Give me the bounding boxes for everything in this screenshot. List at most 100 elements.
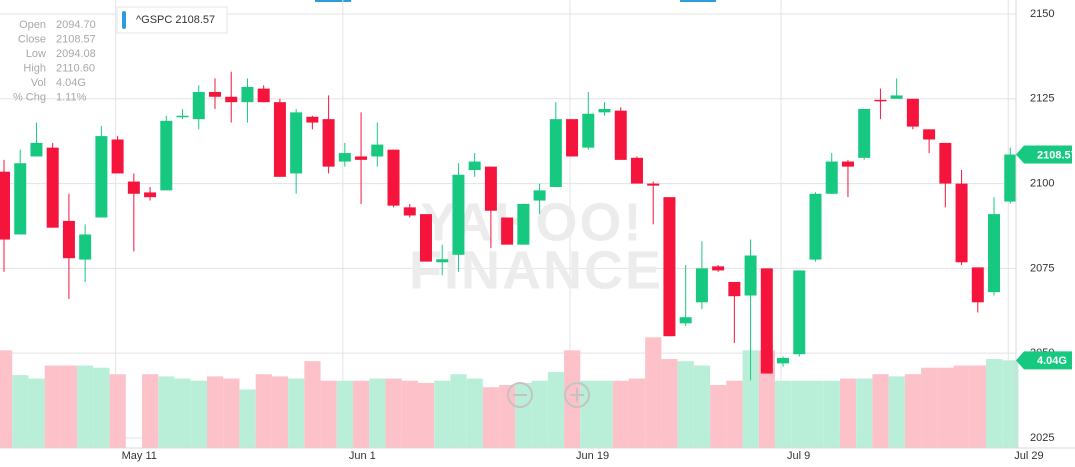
volume-bar bbox=[93, 367, 110, 448]
volume-bar bbox=[580, 380, 597, 448]
tab-indicator bbox=[680, 0, 716, 2]
candle-body bbox=[322, 119, 335, 167]
candle-body bbox=[955, 183, 968, 263]
volume-bar bbox=[12, 375, 29, 448]
volume-bar bbox=[775, 380, 792, 448]
volume-bar bbox=[271, 376, 289, 448]
candle-body bbox=[517, 203, 530, 245]
y-tick-label: 2100 bbox=[1030, 177, 1054, 189]
candle-body bbox=[257, 88, 270, 103]
volume-bar bbox=[823, 380, 840, 448]
candle-body bbox=[695, 268, 708, 303]
legend[interactable]: ^GSPC 2108.57 bbox=[116, 6, 228, 34]
volume-bar bbox=[304, 361, 321, 448]
volume-bar bbox=[223, 378, 240, 448]
candle-body bbox=[874, 99, 887, 102]
info-value: 2108.57 bbox=[56, 33, 96, 45]
volume-bar bbox=[807, 380, 824, 448]
candle-body bbox=[923, 129, 936, 140]
watermark: FINANCE bbox=[409, 240, 663, 300]
info-label: Low bbox=[26, 48, 46, 60]
candle-body bbox=[663, 197, 676, 337]
volume-bar bbox=[417, 382, 435, 448]
volume-bar bbox=[628, 378, 646, 448]
candle-body bbox=[290, 112, 303, 174]
candle-body bbox=[111, 139, 124, 174]
x-tick-label: May 11 bbox=[122, 450, 157, 462]
candle-body bbox=[0, 171, 10, 240]
legend-text: ^GSPC 2108.57 bbox=[136, 14, 215, 26]
volume-bar bbox=[44, 365, 61, 448]
tab-indicator bbox=[315, 0, 351, 2]
info-value: 1.11% bbox=[56, 91, 87, 103]
info-value: 2094.08 bbox=[56, 48, 96, 60]
volume-bars bbox=[0, 337, 1019, 448]
x-tick-label: Jun 19 bbox=[576, 450, 609, 462]
candle-body bbox=[273, 102, 286, 177]
marker-tag bbox=[1016, 145, 1072, 164]
candle-body bbox=[30, 142, 43, 157]
volume-bar bbox=[190, 380, 207, 448]
info-value: 4.04G bbox=[56, 77, 86, 89]
legend-swatch bbox=[122, 11, 126, 29]
candle-body bbox=[809, 193, 822, 260]
candle-body bbox=[614, 110, 627, 160]
candle-body bbox=[208, 92, 221, 97]
candle-body bbox=[338, 153, 351, 162]
volume-bar bbox=[726, 380, 743, 448]
marker-label: 4.04G bbox=[1037, 355, 1067, 367]
volume-bar bbox=[353, 380, 370, 448]
candle-body bbox=[176, 115, 189, 118]
volume-bar bbox=[953, 365, 970, 448]
info-value: 2094.70 bbox=[56, 19, 96, 31]
candle-body bbox=[630, 157, 643, 184]
candle-body bbox=[1004, 154, 1017, 202]
zoom-out[interactable] bbox=[507, 382, 533, 408]
marker-tag bbox=[1016, 351, 1072, 370]
volume-bar bbox=[661, 359, 678, 448]
value-marker: 2108.57 bbox=[1016, 145, 1075, 164]
volume-bar bbox=[401, 380, 418, 448]
candle-body bbox=[419, 214, 432, 262]
candle-body bbox=[452, 174, 465, 255]
candle-body bbox=[144, 192, 157, 198]
volume-bar bbox=[904, 374, 922, 448]
volume-bar bbox=[174, 378, 191, 448]
info-label: Open bbox=[19, 19, 46, 31]
volume-bar bbox=[564, 350, 581, 448]
volume-bar bbox=[791, 380, 808, 448]
volume-bar bbox=[158, 376, 175, 448]
volume-bar bbox=[109, 374, 126, 448]
candle-body bbox=[387, 149, 400, 206]
volume-bar bbox=[839, 378, 857, 448]
volume-bar bbox=[888, 376, 905, 448]
candle-body bbox=[841, 161, 854, 167]
candle-body bbox=[192, 92, 205, 120]
volume-bar bbox=[239, 389, 256, 448]
volume-bar bbox=[856, 378, 873, 448]
candle-body bbox=[225, 96, 238, 103]
candle-body bbox=[14, 163, 27, 235]
y-tick-label: 2025 bbox=[1030, 432, 1054, 444]
candle-body bbox=[468, 161, 481, 171]
volume-bar bbox=[758, 350, 776, 448]
volume-bar bbox=[677, 361, 694, 448]
candle-body bbox=[988, 214, 1001, 293]
candle-body bbox=[825, 161, 838, 194]
candle-body bbox=[306, 116, 319, 123]
candle-body bbox=[95, 136, 108, 218]
volume-bar bbox=[206, 376, 224, 448]
y-tick-label: 2075 bbox=[1030, 262, 1054, 274]
y-tick-label: 2150 bbox=[1030, 8, 1054, 20]
zoom-in[interactable] bbox=[564, 382, 590, 408]
volume-bar bbox=[482, 387, 500, 448]
candle-body bbox=[62, 220, 75, 259]
x-tick-label: Jul 9 bbox=[787, 450, 810, 462]
candle-body bbox=[79, 234, 92, 260]
volume-bar bbox=[385, 378, 402, 448]
volume-bar bbox=[531, 380, 548, 448]
candle-body bbox=[241, 86, 254, 103]
candles bbox=[0, 71, 1017, 381]
volume-bar bbox=[693, 365, 711, 448]
candle-body bbox=[127, 181, 140, 194]
